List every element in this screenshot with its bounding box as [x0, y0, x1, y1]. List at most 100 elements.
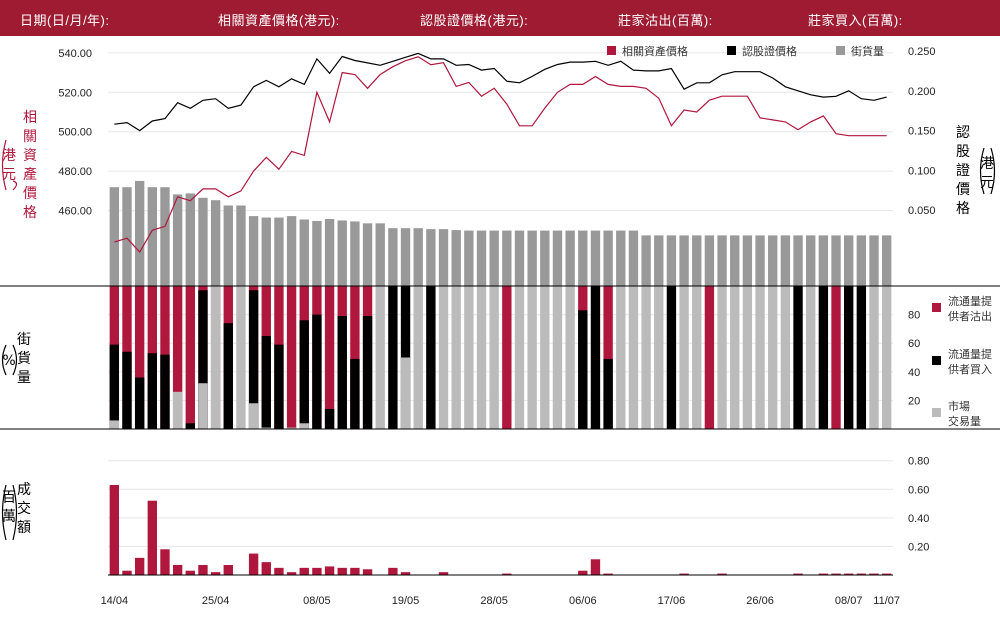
outstanding-volume-bar	[337, 220, 347, 286]
market-volume-bar	[616, 286, 626, 429]
legend-label: 市場	[948, 399, 970, 413]
top-left-unit-open-paren	[1, 139, 7, 191]
y-tick-bottom: 0.40	[908, 513, 929, 525]
legend-label: 流通量提	[948, 294, 992, 308]
top-left-axis-title: 格	[23, 205, 37, 221]
market-volume-bar	[489, 286, 499, 429]
outstanding-volume-bar	[692, 235, 702, 286]
lp-buy-bar	[299, 320, 309, 429]
top-right-unit: 元	[980, 175, 994, 191]
lp-buy-bar	[198, 290, 208, 429]
turnover-bar	[881, 573, 892, 575]
turnover-bar	[185, 570, 195, 575]
outstanding-volume-bar	[552, 230, 563, 286]
turnover-bar	[312, 567, 322, 575]
market-volume-bar	[527, 286, 537, 429]
outstanding-volume-bar	[286, 216, 297, 286]
y-tick-mid: 40	[908, 367, 920, 379]
turnover-bar	[793, 573, 803, 575]
bottom-left-axis-title: 額	[17, 520, 31, 536]
underlying-price-line	[114, 56, 887, 254]
outstanding-volume-bar	[502, 230, 512, 286]
mid-left-unit: %	[2, 353, 15, 369]
outstanding-volume-bar	[324, 219, 335, 286]
top-left-axis-title: 相	[23, 110, 37, 126]
y-tick-right: 0.050	[908, 205, 936, 217]
top-right-axis-title: 格	[956, 201, 970, 217]
legend-label: 流通量提	[948, 347, 992, 361]
y-tick-left: 480.00	[58, 166, 92, 178]
market-volume-bar	[261, 427, 271, 429]
outstanding-volume-bar	[704, 235, 715, 286]
lp-sell-bar	[350, 286, 360, 429]
market-volume-bar	[464, 286, 474, 429]
turnover-bar	[122, 570, 132, 575]
turnover-bar	[274, 567, 284, 575]
turnover-bar	[844, 573, 854, 575]
mm-buy-label: 莊家買入(百萬):	[808, 13, 903, 28]
lp-buy-bar	[603, 358, 613, 429]
lp-buy-bar	[426, 286, 436, 429]
legend-swatch	[836, 46, 845, 55]
lp-sell-bar	[603, 286, 613, 429]
lp-sell-bar	[704, 286, 715, 429]
lp-buy-bar	[147, 353, 157, 429]
mid-left-axis-title: 街	[17, 332, 31, 348]
top-left-unit-close-paren	[12, 180, 18, 191]
legend-swatch	[932, 408, 941, 417]
outstanding-volume-bar	[312, 220, 322, 286]
turnover-bar	[337, 567, 347, 575]
market-volume-bar	[476, 286, 487, 429]
date-label: 日期(日/月/年):	[20, 13, 110, 28]
market-volume-bar	[451, 286, 461, 429]
market-volume-bar	[248, 403, 259, 429]
y-tick-mid: 60	[908, 338, 920, 350]
outstanding-volume-bar	[122, 187, 132, 286]
lp-sell-bar	[134, 286, 145, 429]
lp-buy-bar	[844, 286, 854, 429]
top-left-axis-title: 資	[23, 148, 37, 164]
outstanding-volume-bar	[451, 230, 461, 286]
turnover-bar	[362, 569, 373, 575]
outstanding-volume-bar	[438, 229, 449, 286]
outstanding-volume-bar	[603, 230, 613, 286]
outstanding-volume-bar	[527, 230, 537, 286]
legend-label: 供者買入	[948, 362, 992, 376]
x-tick-label: 11/07	[873, 595, 900, 607]
x-tick-label: 08/07	[835, 595, 863, 607]
y-tick-mid: 20	[908, 395, 920, 407]
top-left-unit: 港	[2, 148, 16, 164]
outstanding-volume-bar	[578, 230, 588, 286]
outstanding-volume-bar	[514, 230, 525, 286]
market-volume-bar	[730, 286, 740, 429]
mid-left-axis-title: 量	[17, 370, 31, 386]
legend-label: 街貨量	[851, 44, 884, 58]
market-volume-bar	[172, 391, 183, 429]
legend-swatch	[607, 46, 616, 55]
outstanding-volume-bar	[780, 235, 791, 286]
y-tick-mid: 80	[908, 310, 920, 322]
market-volume-bar	[679, 286, 689, 429]
underlying-price-label: 相關資產價格(港元):	[218, 13, 340, 28]
turnover-bar	[210, 572, 221, 575]
market-volume-bar	[375, 286, 385, 429]
turnover-bar	[869, 573, 879, 575]
x-tick-label: 26/06	[746, 595, 774, 607]
market-volume-bar	[628, 286, 639, 429]
outstanding-volume-bar	[666, 235, 677, 286]
legend-label: 供者沽出	[948, 309, 992, 323]
market-volume-bar	[780, 286, 791, 429]
top-right-axis-title: 股	[956, 144, 970, 160]
y-tick-left: 540.00	[58, 48, 92, 60]
lp-buy-bar	[261, 336, 271, 429]
legend-label: 相關資產價格	[622, 44, 688, 58]
outstanding-volume-bar	[881, 235, 892, 286]
lp-sell-bar	[172, 286, 183, 429]
outstanding-volume-bar	[134, 180, 145, 286]
market-volume-bar	[198, 383, 208, 429]
bottom-left-unit: 萬	[2, 509, 16, 525]
lp-buy-bar	[312, 314, 322, 429]
y-tick-right: 0.250	[908, 46, 936, 58]
turnover-bar	[172, 565, 183, 575]
outstanding-volume-bar	[489, 230, 499, 286]
